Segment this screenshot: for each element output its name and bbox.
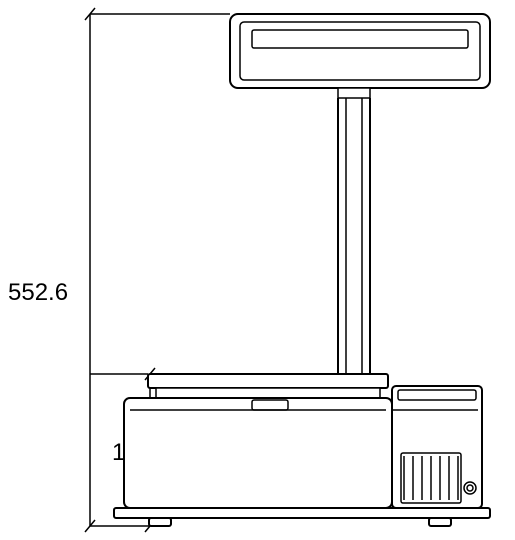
scale-outline [114,14,490,526]
dim-total-height: 552.6 [8,279,68,306]
